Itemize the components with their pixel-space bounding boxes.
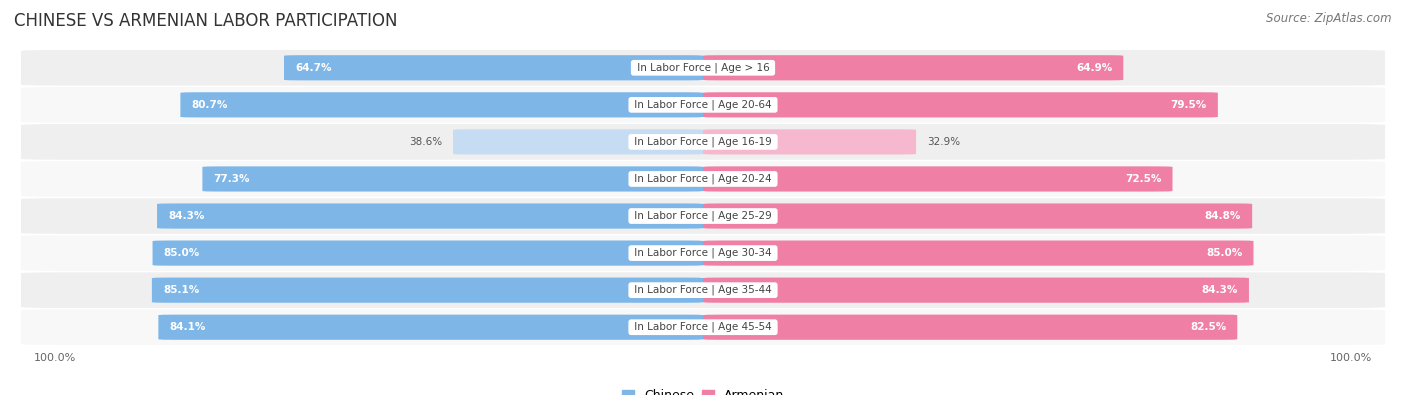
Legend: Chinese, Armenian: Chinese, Armenian xyxy=(617,384,789,395)
FancyBboxPatch shape xyxy=(21,161,1385,197)
FancyBboxPatch shape xyxy=(703,203,1253,229)
FancyBboxPatch shape xyxy=(159,314,703,340)
Text: In Labor Force | Age 30-34: In Labor Force | Age 30-34 xyxy=(631,248,775,258)
Text: 84.8%: 84.8% xyxy=(1205,211,1241,221)
Text: In Labor Force | Age 20-64: In Labor Force | Age 20-64 xyxy=(631,100,775,110)
FancyBboxPatch shape xyxy=(703,278,1249,303)
Text: 72.5%: 72.5% xyxy=(1125,174,1161,184)
FancyBboxPatch shape xyxy=(703,129,917,154)
Text: 85.1%: 85.1% xyxy=(163,285,200,295)
Text: 80.7%: 80.7% xyxy=(191,100,228,110)
FancyBboxPatch shape xyxy=(703,314,1237,340)
FancyBboxPatch shape xyxy=(21,235,1385,271)
Text: 64.9%: 64.9% xyxy=(1076,63,1112,73)
Text: In Labor Force | Age 16-19: In Labor Force | Age 16-19 xyxy=(631,137,775,147)
FancyBboxPatch shape xyxy=(453,129,703,154)
Text: CHINESE VS ARMENIAN LABOR PARTICIPATION: CHINESE VS ARMENIAN LABOR PARTICIPATION xyxy=(14,12,398,30)
Text: 79.5%: 79.5% xyxy=(1171,100,1206,110)
FancyBboxPatch shape xyxy=(152,241,703,266)
Text: 85.0%: 85.0% xyxy=(1206,248,1243,258)
FancyBboxPatch shape xyxy=(152,278,703,303)
FancyBboxPatch shape xyxy=(21,273,1385,308)
Text: In Labor Force | Age 20-24: In Labor Force | Age 20-24 xyxy=(631,174,775,184)
Text: In Labor Force | Age 45-54: In Labor Force | Age 45-54 xyxy=(631,322,775,333)
Text: 82.5%: 82.5% xyxy=(1189,322,1226,332)
Text: 77.3%: 77.3% xyxy=(214,174,250,184)
FancyBboxPatch shape xyxy=(703,55,1123,81)
FancyBboxPatch shape xyxy=(21,50,1385,86)
FancyBboxPatch shape xyxy=(21,198,1385,234)
FancyBboxPatch shape xyxy=(202,166,703,192)
Text: 38.6%: 38.6% xyxy=(409,137,441,147)
Text: 32.9%: 32.9% xyxy=(927,137,960,147)
FancyBboxPatch shape xyxy=(21,124,1385,160)
FancyBboxPatch shape xyxy=(21,87,1385,122)
FancyBboxPatch shape xyxy=(284,55,703,81)
Text: 84.3%: 84.3% xyxy=(169,211,204,221)
FancyBboxPatch shape xyxy=(157,203,703,229)
FancyBboxPatch shape xyxy=(703,92,1218,117)
FancyBboxPatch shape xyxy=(703,166,1173,192)
FancyBboxPatch shape xyxy=(21,309,1385,345)
Text: In Labor Force | Age > 16: In Labor Force | Age > 16 xyxy=(634,62,772,73)
Text: 84.1%: 84.1% xyxy=(169,322,205,332)
Text: 64.7%: 64.7% xyxy=(295,63,332,73)
Text: 85.0%: 85.0% xyxy=(163,248,200,258)
FancyBboxPatch shape xyxy=(703,241,1254,266)
Text: In Labor Force | Age 35-44: In Labor Force | Age 35-44 xyxy=(631,285,775,295)
FancyBboxPatch shape xyxy=(180,92,703,117)
Text: 84.3%: 84.3% xyxy=(1202,285,1237,295)
Text: Source: ZipAtlas.com: Source: ZipAtlas.com xyxy=(1267,12,1392,25)
Text: In Labor Force | Age 25-29: In Labor Force | Age 25-29 xyxy=(631,211,775,221)
